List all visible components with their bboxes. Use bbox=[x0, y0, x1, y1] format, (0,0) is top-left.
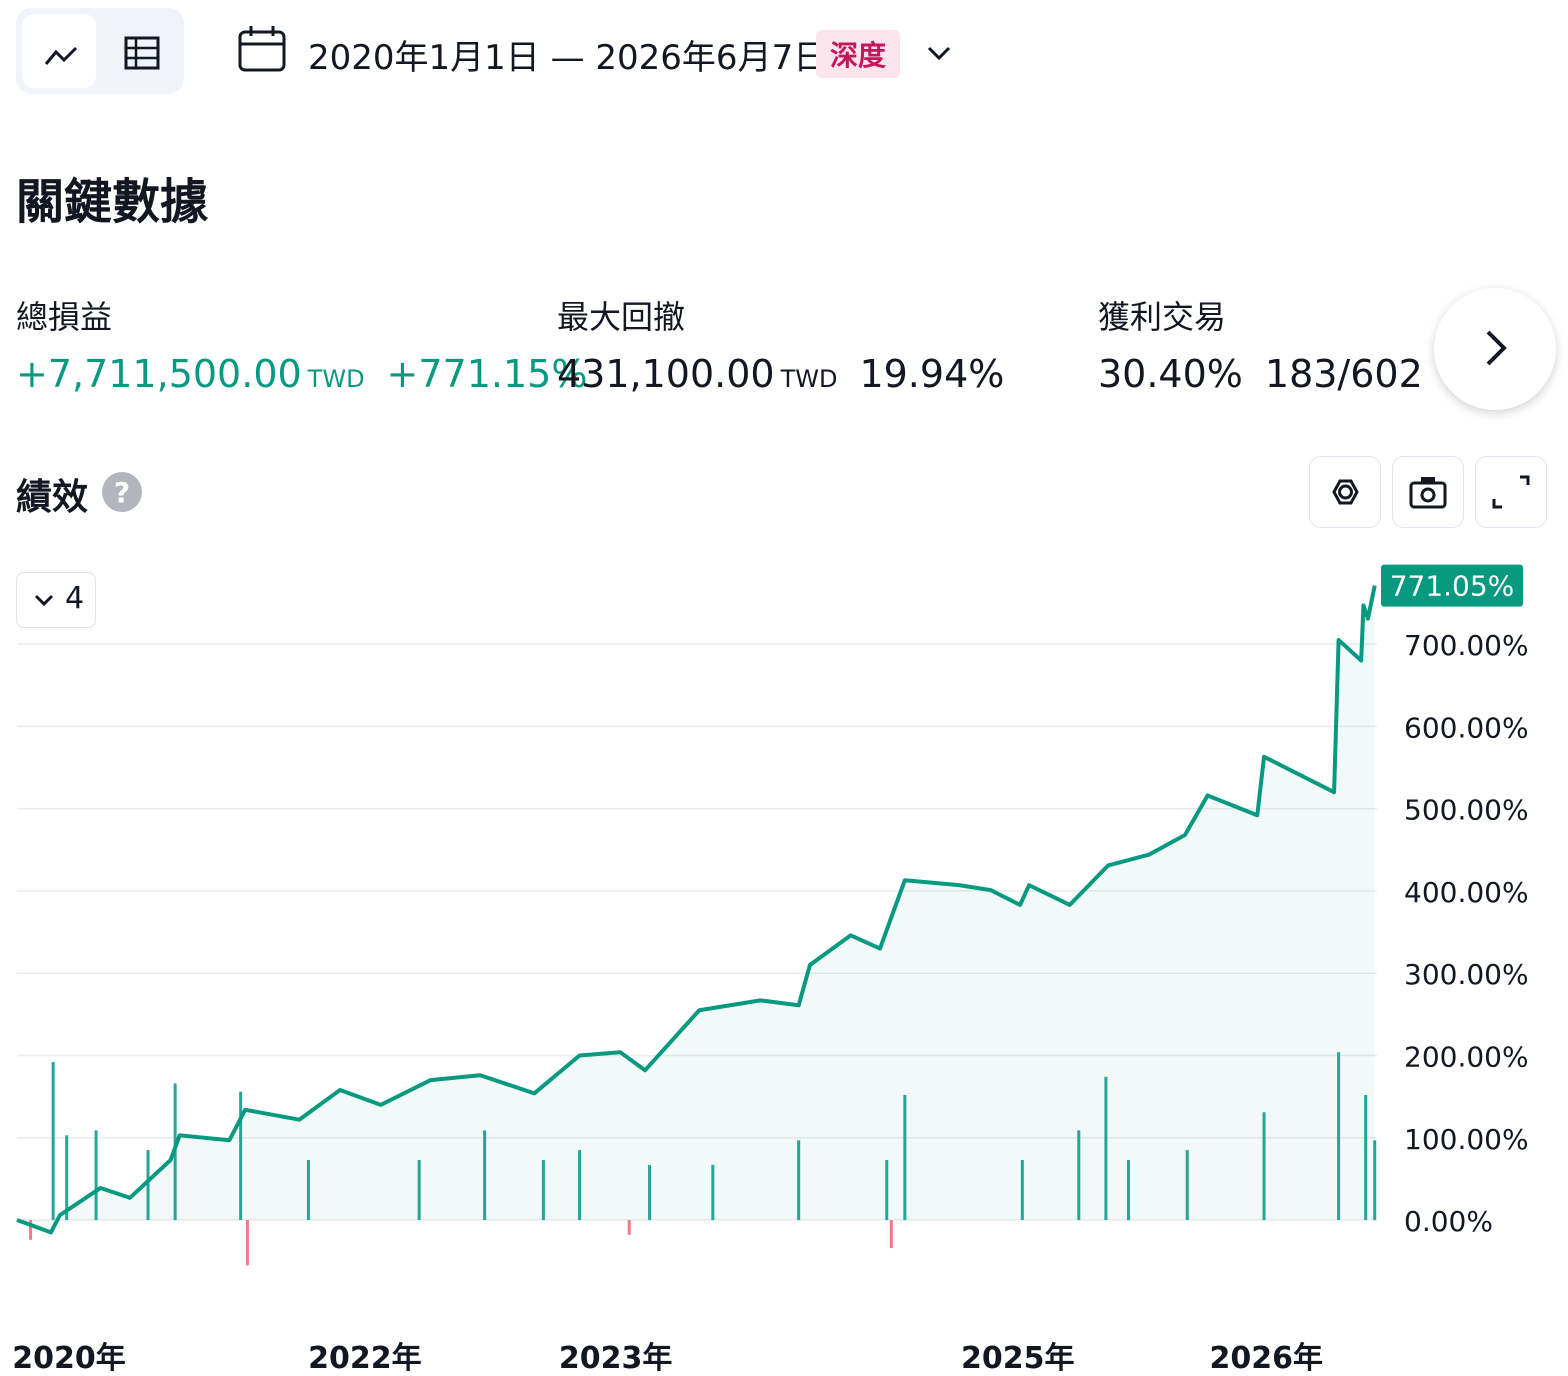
metric-value: +7,711,500.00 TWD +771.15% bbox=[16, 352, 587, 396]
trade-bar bbox=[239, 1091, 243, 1221]
trade-bar bbox=[483, 1130, 487, 1221]
trade-bar bbox=[1126, 1159, 1130, 1221]
y-tick-label: 600.00% bbox=[1404, 711, 1529, 744]
performance-title: 績效 bbox=[16, 477, 89, 518]
trade-bar bbox=[903, 1094, 907, 1221]
last-value-label: 771.05% bbox=[1390, 570, 1515, 603]
date-range[interactable]: 2020年1月1日 — 2026年6月7日 bbox=[308, 38, 828, 78]
section-title: 關鍵數據 bbox=[16, 174, 209, 230]
trade-bar bbox=[711, 1164, 715, 1221]
trade-bar bbox=[51, 1062, 55, 1221]
trade-bar bbox=[1373, 1140, 1377, 1221]
fullscreen-icon bbox=[1492, 475, 1530, 509]
ratio: 183/602 bbox=[1264, 352, 1423, 396]
trade-bar bbox=[1185, 1150, 1189, 1221]
trade-bar bbox=[245, 1220, 249, 1266]
value: 30.40% bbox=[1098, 352, 1243, 396]
equity-area bbox=[17, 585, 1375, 1233]
value: 431,100.00 bbox=[557, 352, 775, 396]
chevron-down bbox=[34, 594, 54, 607]
trade-bar bbox=[648, 1164, 652, 1221]
trade-bar bbox=[1262, 1112, 1266, 1221]
depth-badge: 深度 bbox=[816, 30, 901, 78]
value: +7,711,500.00 bbox=[16, 352, 302, 396]
collapse-toggle[interactable]: 4 bbox=[16, 572, 96, 628]
trade-bar bbox=[627, 1220, 631, 1235]
trade-bar bbox=[1337, 1052, 1341, 1221]
view-toggle bbox=[16, 8, 184, 94]
trade-bar bbox=[889, 1220, 893, 1249]
unit: TWD bbox=[307, 365, 365, 393]
trade-bar bbox=[1020, 1159, 1024, 1221]
table-icon bbox=[124, 36, 160, 70]
unit: TWD bbox=[780, 365, 838, 393]
y-tick-label: 300.00% bbox=[1404, 958, 1529, 991]
svg-text:?: ? bbox=[114, 476, 130, 509]
fullscreen-button[interactable] bbox=[1475, 456, 1547, 528]
percent: +771.15% bbox=[386, 352, 588, 396]
camera-icon bbox=[1409, 477, 1447, 509]
dropdown-chevron[interactable] bbox=[922, 36, 956, 70]
screenshot-button[interactable] bbox=[1392, 456, 1464, 528]
trade-bar bbox=[578, 1150, 582, 1221]
x-tick-label: 2025年 bbox=[961, 1341, 1075, 1376]
trade-bar bbox=[1104, 1076, 1108, 1221]
metric-label: 總損益 bbox=[16, 298, 113, 336]
trade-bar bbox=[94, 1130, 98, 1221]
y-tick-label: 700.00% bbox=[1404, 629, 1529, 662]
count: 4 bbox=[65, 581, 85, 616]
trade-bar bbox=[65, 1135, 69, 1221]
y-tick-label: 0.00% bbox=[1404, 1205, 1493, 1238]
metric-value: 431,100.00 TWD 19.94% bbox=[557, 352, 1004, 396]
trade-bar bbox=[1077, 1130, 1081, 1221]
settings-button[interactable] bbox=[1309, 456, 1381, 528]
trade-bar bbox=[29, 1220, 33, 1240]
calendar-icon[interactable] bbox=[236, 24, 290, 78]
percent: 19.94% bbox=[859, 352, 1005, 396]
last-value-badge bbox=[1381, 564, 1523, 607]
trade-bar bbox=[797, 1140, 801, 1221]
trade-bar bbox=[306, 1159, 310, 1221]
trade-bar bbox=[541, 1159, 545, 1221]
y-tick-label: 400.00% bbox=[1404, 876, 1529, 909]
y-tick-label: 200.00% bbox=[1404, 1040, 1529, 1073]
y-tick-label: 500.00% bbox=[1404, 794, 1529, 827]
trade-bar bbox=[417, 1159, 421, 1221]
x-tick-label: 2022年 bbox=[308, 1341, 422, 1376]
chart-view-button[interactable] bbox=[22, 14, 96, 88]
next-button[interactable] bbox=[1434, 288, 1556, 410]
help-icon[interactable]: ? bbox=[100, 470, 144, 514]
metric-label: 獲利交易 bbox=[1098, 298, 1227, 336]
chevron-right bbox=[1486, 330, 1507, 366]
trade-bar bbox=[146, 1150, 150, 1221]
equity-line bbox=[16, 585, 1377, 1235]
trade-bar bbox=[1364, 1094, 1368, 1221]
metric-label: 最大回撤 bbox=[557, 298, 686, 336]
settings-icon bbox=[1332, 479, 1359, 505]
table-view-button[interactable] bbox=[108, 14, 182, 88]
trade-bar bbox=[885, 1159, 889, 1221]
line-icon bbox=[44, 46, 78, 65]
metric-value: 30.40% 183/602 bbox=[1098, 352, 1423, 396]
x-tick-label: 2023年 bbox=[559, 1341, 673, 1376]
x-tick-label: 2020年 bbox=[12, 1341, 126, 1376]
x-tick-label: 2026年 bbox=[1210, 1341, 1324, 1376]
y-tick-label: 100.00% bbox=[1404, 1123, 1529, 1156]
